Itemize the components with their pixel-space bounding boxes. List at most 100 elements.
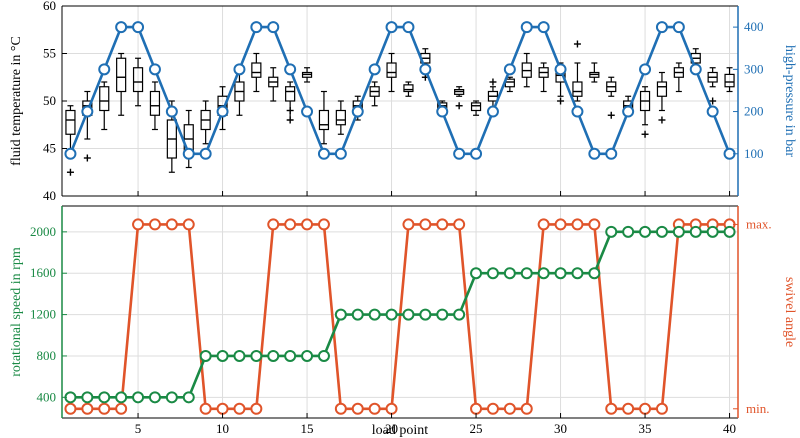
speed-marker <box>216 349 229 362</box>
swivel-marker <box>199 402 212 415</box>
swivel-marker <box>588 218 601 231</box>
swivel-marker <box>537 218 550 231</box>
pressure-marker <box>317 147 330 160</box>
speed-marker <box>98 391 111 404</box>
x-tick-label: 25 <box>470 421 483 436</box>
swivel-marker <box>115 402 128 415</box>
swivel-marker <box>503 402 516 415</box>
x-tick-label: 20 <box>385 421 398 436</box>
pressure-line <box>69 25 731 156</box>
pressure-marker <box>639 63 652 76</box>
speed-marker <box>351 308 364 321</box>
swivel-marker <box>334 402 347 415</box>
speed-marker <box>639 225 652 238</box>
box-plot-37 <box>673 62 684 93</box>
speed-marker <box>706 225 719 238</box>
swivel-line <box>70 223 730 411</box>
pressure-marker <box>301 105 314 118</box>
box-plot-17 <box>335 100 346 135</box>
pressure-marker <box>250 21 263 34</box>
pressure-marker <box>115 21 128 34</box>
bottom-left-tick-label: 1600 <box>30 265 56 280</box>
top-left-tick-label: 50 <box>43 93 56 108</box>
pressure-marker <box>182 147 195 160</box>
swivel-marker <box>233 402 246 415</box>
pressure-marker <box>655 21 668 34</box>
swivel-marker <box>351 402 364 415</box>
bottom-left-axis-label: rotational speed in rpm <box>9 247 24 377</box>
box-plot-19 <box>369 81 380 107</box>
speed-marker <box>165 391 178 404</box>
top-left-tick-label: 60 <box>43 0 56 13</box>
bottom-right-axis-label: swivel angle <box>782 277 797 347</box>
speed-marker <box>385 308 398 321</box>
swivel-marker <box>64 402 77 415</box>
box-body <box>386 62 397 78</box>
box-plot-31 <box>572 40 583 102</box>
x-tick-label: 5 <box>135 421 142 436</box>
pressure-marker <box>520 21 533 34</box>
pressure-marker <box>622 105 635 118</box>
bottom-left-tick-label: 1200 <box>30 307 56 322</box>
box-body <box>724 73 735 88</box>
pressure-marker <box>486 105 499 118</box>
box-body <box>335 109 346 126</box>
speed-marker <box>537 267 550 280</box>
pressure-marker <box>470 147 483 160</box>
box-body <box>99 86 110 112</box>
bottom-right-tick-label: max. <box>746 216 772 231</box>
bottom-left-tick-label: 400 <box>37 389 57 404</box>
speed-marker <box>317 349 330 362</box>
box-plot-36 <box>656 71 668 124</box>
top-right-tick-label: 300 <box>744 61 764 76</box>
speed-marker <box>233 349 246 362</box>
pressure-marker <box>64 147 77 160</box>
swivel-marker <box>81 402 94 415</box>
speed-marker <box>284 349 297 362</box>
swivel-marker <box>182 218 195 231</box>
box-body <box>132 67 144 93</box>
pressure-marker <box>132 21 145 34</box>
pressure-marker <box>351 105 364 118</box>
box-body <box>65 109 76 135</box>
bottom-panel: 5 10 15 20 25 30 35 40 400 800 1200 1600 2000 min. max… <box>30 205 772 436</box>
box-body <box>470 102 482 112</box>
speed-marker <box>622 225 635 238</box>
swivel-marker <box>470 402 483 415</box>
speed-marker <box>368 308 381 321</box>
swivel-marker <box>368 402 381 415</box>
box-plot-35 <box>639 86 651 138</box>
top-right-tick-label: 400 <box>744 19 764 34</box>
speed-marker <box>301 349 314 362</box>
box-plot-5 <box>132 57 144 107</box>
box-body <box>572 81 583 97</box>
pressure-marker <box>605 147 618 160</box>
swivel-marker <box>402 218 415 231</box>
box-plot-20 <box>386 52 397 93</box>
x-axis-label: load point <box>372 423 428 438</box>
top-right-axis-label: high-pressure in bar <box>782 45 797 157</box>
swivel-marker <box>385 402 398 415</box>
bottom-left-tick-label: 2000 <box>30 224 56 239</box>
pressure-marker <box>571 105 584 118</box>
top-right-tick-label: 100 <box>744 146 764 161</box>
top-left-tick-label: 55 <box>43 46 56 61</box>
speed-marker <box>453 308 466 321</box>
top-right-tick-label: 200 <box>744 104 764 119</box>
pressure-marker <box>385 21 398 34</box>
speed-marker <box>571 267 584 280</box>
swivel-marker <box>655 402 668 415</box>
pressure-marker <box>81 105 94 118</box>
x-tick-label: 15 <box>301 421 314 436</box>
pressure-marker <box>284 63 297 76</box>
x-tick-label: 40 <box>723 421 736 436</box>
pressure-marker <box>503 63 516 76</box>
box-plot-12 <box>251 52 262 93</box>
swivel-marker <box>571 218 584 231</box>
box-plot-15 <box>301 67 313 83</box>
top-panel: 40 45 50 55 60 100 200 300 400 <box>43 0 764 203</box>
pressure-marker <box>148 63 161 76</box>
box-plot-25 <box>470 100 482 116</box>
speed-marker <box>199 349 212 362</box>
